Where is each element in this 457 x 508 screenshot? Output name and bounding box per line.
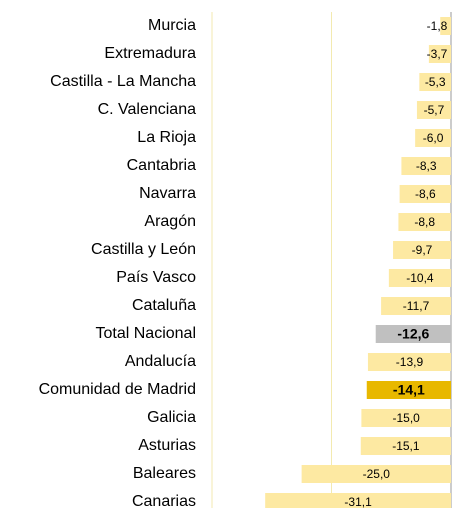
value-label: -3,7: [427, 47, 448, 61]
value-label: -10,4: [406, 271, 434, 285]
value-label: -1,8: [427, 19, 448, 33]
bar: [440, 17, 451, 35]
value-label: -8,6: [415, 187, 436, 201]
category-label: Cantabria: [127, 157, 196, 174]
value-label: -5,3: [425, 75, 446, 89]
category-label: Navarra: [139, 185, 196, 202]
category-label: Cataluña: [132, 297, 196, 314]
value-label: -25,0: [363, 467, 391, 481]
bar: [375, 325, 451, 343]
category-label: Castilla - La Mancha: [50, 73, 196, 90]
bar: [361, 409, 451, 427]
value-label: -8,3: [416, 159, 437, 173]
category-label: Murcia: [148, 17, 196, 34]
value-label: -13,9: [396, 355, 424, 369]
bar: [428, 45, 451, 63]
bar: [398, 213, 451, 231]
category-label: Galicia: [147, 409, 196, 426]
category-label: Total Nacional: [96, 325, 197, 342]
bar: [416, 101, 451, 119]
category-label: C. Valenciana: [98, 101, 197, 118]
category-label: Comunidad de Madrid: [39, 381, 196, 398]
value-label: -5,7: [424, 103, 445, 117]
category-label: Castilla y León: [91, 241, 196, 258]
category-label: Aragón: [144, 213, 196, 230]
bar: [367, 353, 451, 371]
value-label: -9,7: [412, 243, 433, 257]
value-label: -6,0: [423, 131, 444, 145]
category-label: País Vasco: [116, 269, 196, 286]
bar: [381, 297, 451, 315]
value-label: -12,6: [397, 326, 429, 342]
category-label: Baleares: [133, 465, 196, 482]
value-label: -15,0: [393, 411, 421, 425]
bar: [399, 185, 451, 203]
category-label: Canarias: [132, 493, 196, 508]
value-label: -8,8: [414, 215, 435, 229]
bar: [393, 241, 451, 259]
bar: [419, 73, 451, 91]
bar: [366, 381, 451, 399]
category-label: Asturias: [138, 437, 196, 454]
value-label: -31,1: [344, 495, 372, 508]
value-label: -15,1: [392, 439, 420, 453]
bar: [301, 465, 451, 483]
category-label: Andalucía: [125, 353, 196, 370]
category-label: Extremadura: [104, 45, 196, 62]
category-label: La Rioja: [137, 129, 196, 146]
bar: [415, 129, 451, 147]
value-label: -14,1: [393, 382, 425, 398]
value-label: -11,7: [403, 299, 430, 313]
bar: [388, 269, 451, 287]
bar: [360, 437, 451, 455]
bar: [265, 493, 451, 508]
bar: [401, 157, 451, 175]
